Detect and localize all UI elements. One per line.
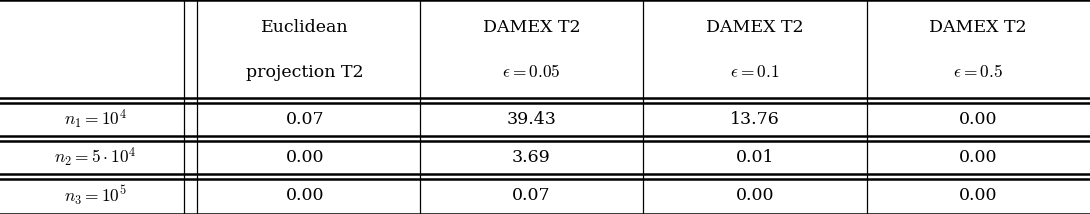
Text: 0.00: 0.00 <box>286 149 325 166</box>
Text: 0.00: 0.00 <box>286 187 325 204</box>
Text: $\epsilon = 0.1$: $\epsilon = 0.1$ <box>730 64 779 81</box>
Text: $n_1 = 10^4$: $n_1 = 10^4$ <box>64 108 126 131</box>
Text: $\epsilon = 0.5$: $\epsilon = 0.5$ <box>954 64 1003 81</box>
Text: 0.00: 0.00 <box>736 187 774 204</box>
Text: $n_3 = 10^5$: $n_3 = 10^5$ <box>64 183 126 207</box>
Text: DAMEX T2: DAMEX T2 <box>483 19 580 36</box>
Text: 0.07: 0.07 <box>512 187 550 204</box>
Text: $\epsilon = 0.05$: $\epsilon = 0.05$ <box>502 64 560 81</box>
Text: 13.76: 13.76 <box>730 111 779 128</box>
Text: 0.00: 0.00 <box>959 187 997 204</box>
Text: Euclidean: Euclidean <box>262 19 349 36</box>
Text: $n_2 = 5 \cdot 10^4$: $n_2 = 5 \cdot 10^4$ <box>54 146 136 169</box>
Text: 0.00: 0.00 <box>959 149 997 166</box>
Text: 0.01: 0.01 <box>736 149 774 166</box>
Text: projection T2: projection T2 <box>246 64 364 81</box>
Text: DAMEX T2: DAMEX T2 <box>706 19 803 36</box>
Text: 0.07: 0.07 <box>286 111 325 128</box>
Text: DAMEX T2: DAMEX T2 <box>930 19 1027 36</box>
Text: 39.43: 39.43 <box>507 111 556 128</box>
Text: 3.69: 3.69 <box>512 149 550 166</box>
Text: 0.00: 0.00 <box>959 111 997 128</box>
